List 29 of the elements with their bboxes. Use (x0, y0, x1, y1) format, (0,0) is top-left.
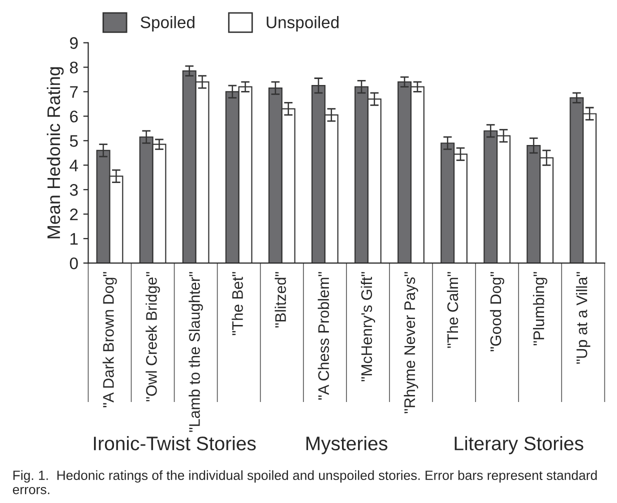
x-tick-label: "Owl Creek Bridge" (146, 272, 160, 402)
y-tick-label: 4 (70, 160, 78, 172)
y-tick-label: 6 (70, 110, 78, 122)
text: Literary Stories (454, 436, 584, 454)
caption: Fig. 1. Hedonic ratings of the individual spoiled and unspoiled stories. Error bars represent standard errors. (12, 470, 597, 494)
x-tick-label: "Up at a Villa" (576, 272, 590, 364)
legend-label: Spoiled (140, 16, 194, 32)
legend-label: Unspoiled (266, 16, 339, 32)
x-tick-label: "Blitzed" (274, 272, 286, 328)
y-tick-label: 9 (70, 37, 78, 49)
x-tick-label: "Lamb to the Slaughter" (188, 272, 203, 432)
x-tick-label: "The Bet" (232, 272, 243, 336)
y-tick-label: 0 (70, 257, 78, 270)
y-tick-label: 2 (70, 208, 78, 220)
x-tick-label: "Plumbing" (532, 272, 548, 346)
y-tick-label: 1 (70, 233, 78, 245)
y-tick-label: 5 (70, 135, 78, 147)
y-tick-label: 8 (70, 62, 78, 74)
x-tick-label: "McHenry's Gift" (360, 272, 376, 382)
x-tick-label: "Rhyme Never Pays" (404, 272, 418, 414)
x-tick-label: "A Chess Problem" (318, 272, 330, 400)
x-tick-label: "A Dark Brown Dog" (102, 272, 117, 408)
x-tick-label: "Good Dog" (490, 272, 504, 352)
y-axis-title: Mean Hedonic Rating (46, 67, 64, 238)
y-tick-label: 3 (70, 184, 78, 196)
text: Mysteries (306, 436, 388, 454)
y-tick-label: 7 (70, 86, 78, 98)
text: Ironic-Twist Stories (94, 436, 256, 450)
x-tick-label: "The Calm" (446, 272, 458, 348)
